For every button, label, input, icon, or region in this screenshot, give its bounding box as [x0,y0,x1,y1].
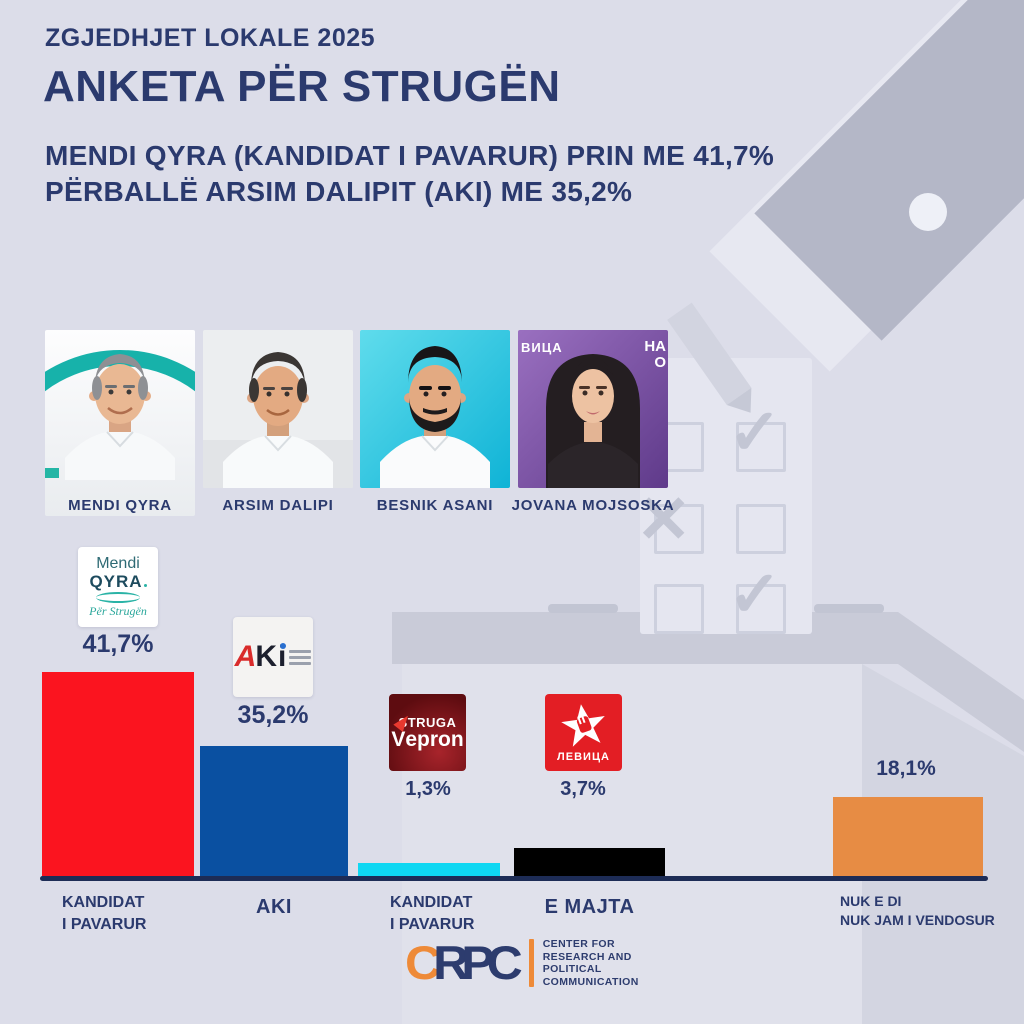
checkbox-icon [654,584,704,634]
bar [833,797,983,876]
value-label: 18,1% [876,757,936,780]
logo-aki: A K i [233,617,313,697]
kicker: ZGJEDHJET LOKALE 2025 [45,24,376,52]
logo-text: Për Strugën [89,604,147,619]
x-mark-icon: ✕ [636,482,692,556]
category-label: NUK E DI NUK JAM I VENDOSUR [840,893,995,928]
category-label: AKI [256,896,292,918]
checkbox-icon [736,504,786,554]
portrait-besnik-asani [360,330,510,488]
logo-text: Mendi [96,554,140,572]
crpc-wordmark: CRPC [405,936,523,990]
chart-axis [40,876,988,881]
portrait-jovana-mojsoska [518,330,668,488]
logo-text: i [278,640,287,673]
star-fist-icon [560,704,605,747]
logo-levica: ЛЕВИЦА [545,694,622,771]
value-label: 35,2% [237,701,309,729]
checkmark-icon: ✓ [728,396,782,468]
value-label: 1,3% [405,778,451,800]
ballot-box-front [402,664,862,1024]
bar [200,746,348,876]
portrait-mendi-qyra [45,350,195,480]
bar [42,672,194,876]
checkmark-icon: ✓ [728,558,782,630]
bar [514,848,665,876]
candidate-photo-besnik-asani [360,330,510,488]
decor-tag-hole [909,193,947,231]
candidate-photo-arsim-dalipi [203,330,353,488]
logo-text: K [255,640,277,673]
subtitle-line-1: MENDI QYRA (KANDIDAT I PAVARUR) PRIN ME … [45,140,775,171]
divider [528,939,534,987]
wave-icon [96,592,140,604]
logo-mendi-qyra: Mendi QYRA Për Strugën [78,547,158,627]
bar [358,863,500,876]
checkbox-icon [736,422,786,472]
crpc-logo: CRPC CENTER FOR RESEARCH AND POLITICAL C… [405,938,639,988]
logo-text: A [234,640,257,673]
candidate-name: BESNIK ASANI [376,497,494,514]
portrait-arsim-dalipi [203,330,353,488]
logo-text: QYRA [89,572,146,592]
value-label: 41,7% [82,630,154,658]
subtitle-line-2: PËRBALLË ARSIM DALIPIT (AKI) ME 35,2% [45,176,633,207]
checkbox-icon [654,504,704,554]
photo-overlay-text: О [654,354,666,371]
category-label: KANDIDAT I PAVARUR [390,894,475,933]
candidate-name: MENDI QYRA [68,497,172,514]
value-label: 3,7% [560,778,606,800]
logo-fine-print [289,649,312,665]
candidate-name: ARSIM DALIPI [222,497,334,514]
category-label: E MAJTA [544,896,635,918]
logo-text: STRUGA [398,714,457,730]
ballot-slot-dash [814,604,884,613]
photo-overlay-text: ВИЦА [521,340,563,355]
logo-text: ЛЕВИЦА [557,751,610,763]
checkbox-icon [736,584,786,634]
ballot-slot-dash [548,604,618,613]
page-title: ANKETA PËR STRUGËN [43,62,561,111]
category-label: KANDIDAT I PAVARUR [62,894,147,933]
crpc-org-name: CENTER FOR RESEARCH AND POLITICAL COMMUN… [542,938,639,988]
candidate-photo-mendi-qyra [45,330,195,516]
candidate-name: JOVANA MOJSOSKA [511,497,675,514]
photo-overlay-text: НА [644,338,666,355]
candidate-photo-jovana-mojsoska: ВИЦА НА О [518,330,668,488]
